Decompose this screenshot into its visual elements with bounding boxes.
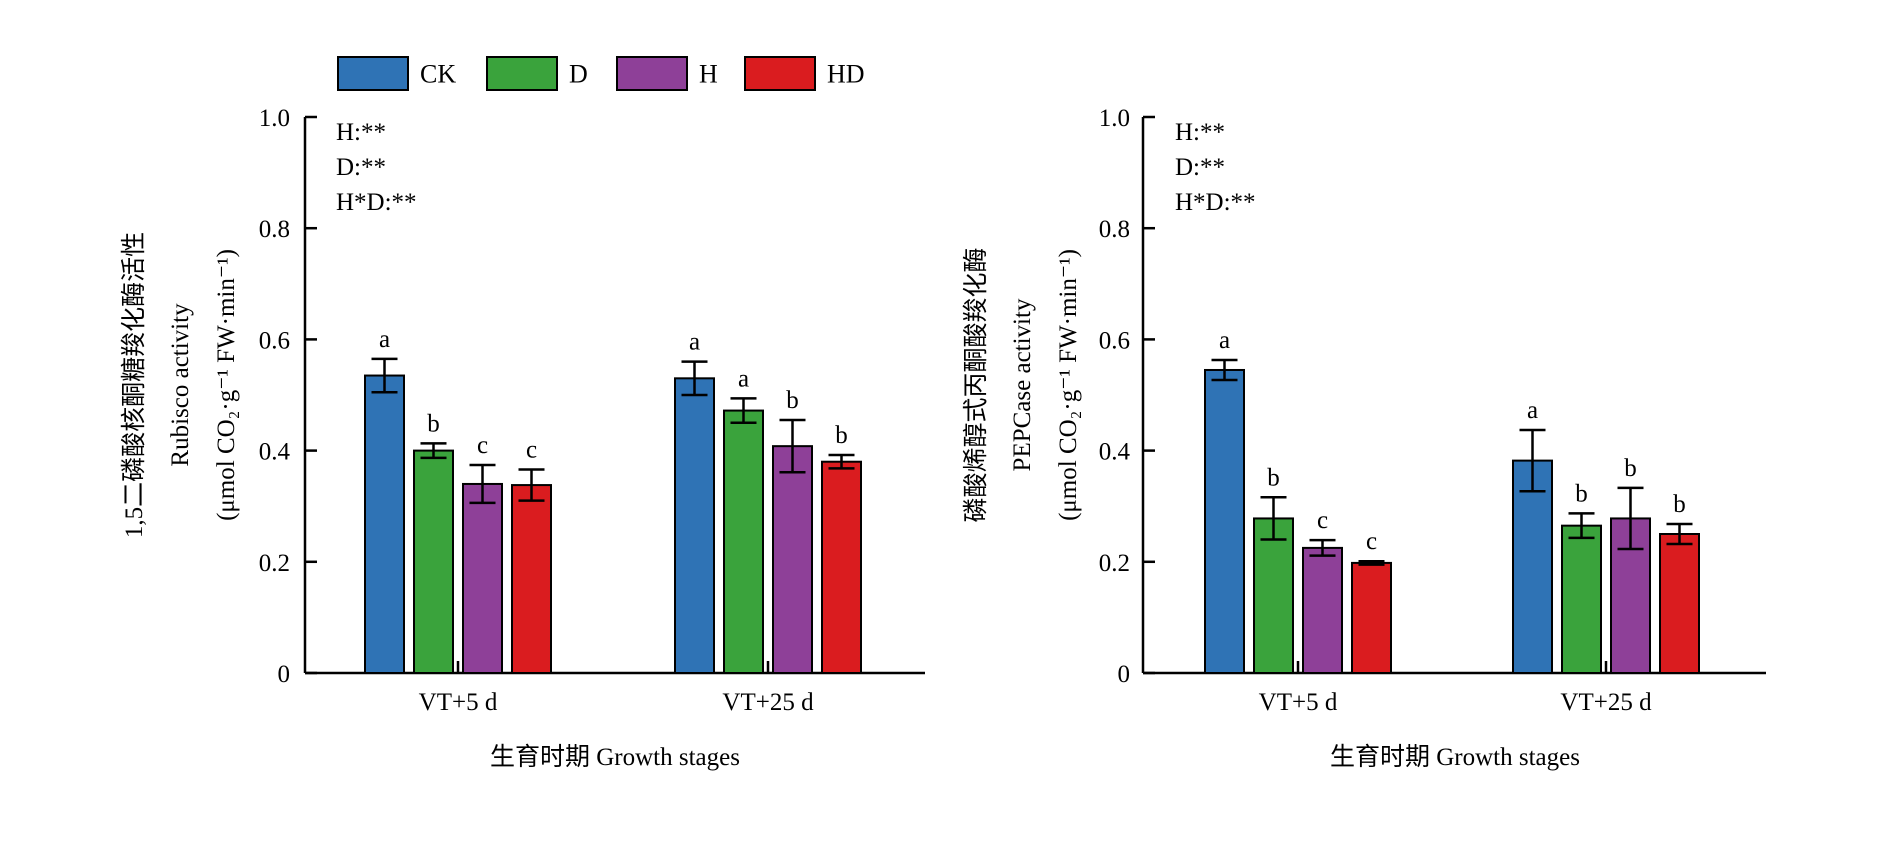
anova-annotation: D:** (1175, 154, 1225, 181)
bar-hd (1351, 561, 1392, 674)
y-tick-label: 0 (278, 661, 291, 688)
legend-swatch (616, 56, 688, 91)
anova-annotation: D:** (336, 154, 386, 181)
category-label: VT+5 d (1259, 689, 1338, 716)
y-tick-label: 0.4 (1099, 439, 1131, 466)
bar-h (1302, 546, 1343, 675)
y-axis-title-line: 磷酸烯醇式丙酮酸羧化酶 (962, 247, 990, 522)
y-tick-label: 1.0 (259, 105, 290, 132)
significance-letter: b (427, 410, 440, 437)
significance-letter: a (689, 329, 700, 356)
y-tick-label: 0.2 (259, 550, 290, 577)
bar-ck (1204, 368, 1245, 674)
anova-annotation: H:** (1175, 119, 1225, 146)
legend-item-d: D (486, 56, 588, 91)
significance-letter: a (1527, 397, 1538, 424)
y-tick-label: 0.8 (259, 216, 290, 243)
x-axis-title: 生育时期 Growth stages (1330, 743, 1580, 771)
legend-swatch (486, 56, 558, 91)
y-axis-title-line: PEPCase activity (1009, 298, 1036, 471)
legend-label: H (699, 60, 718, 89)
bar-h (462, 482, 503, 674)
y-tick-label: 0.8 (1099, 216, 1130, 243)
legend: CK D H HD (337, 56, 865, 91)
pepcase-chart: 0 0.2 0.4 0.6 0.8 1.0 a b c c VT+5 d a b b b VT+25 d 生育时… (962, 105, 1766, 771)
legend-item-ck: CK (337, 56, 456, 91)
y-axis-title-line: (μmol CO₂·g⁻¹ FW·min⁻¹) (1055, 249, 1082, 521)
category-label: VT+25 d (722, 689, 814, 716)
significance-letter: b (835, 422, 848, 449)
bar-ck (1512, 459, 1553, 674)
bar-hd (511, 484, 552, 674)
legend-swatch (337, 56, 409, 91)
bar-hd (821, 460, 862, 674)
significance-letter: c (477, 432, 488, 459)
significance-letter: b (786, 387, 799, 414)
category-label: VT+5 d (419, 689, 498, 716)
anova-annotation: H*D:** (1175, 189, 1256, 216)
y-tick-label: 0.4 (259, 439, 291, 466)
significance-letter: c (526, 437, 537, 464)
bar-d (413, 449, 454, 674)
y-tick-label: 1.0 (1099, 105, 1130, 132)
y-axis-title-line: (μmol CO₂·g⁻¹ FW·min⁻¹) (213, 249, 240, 521)
significance-letter: a (1219, 327, 1230, 354)
bar-d (1561, 524, 1602, 674)
significance-letter: b (1624, 455, 1637, 482)
legend-swatch (744, 56, 816, 91)
bar-ck (674, 377, 715, 674)
legend-item-hd: HD (744, 56, 865, 91)
significance-letter: b (1267, 464, 1280, 491)
significance-letter: a (738, 365, 749, 392)
legend-label: HD (827, 60, 865, 89)
legend-label: CK (420, 60, 456, 89)
y-axis-title-line: Rubisco activity (167, 303, 194, 467)
y-axis-title-line: 1,5二磷酸核酮糖羧化酶活性 (120, 232, 148, 538)
category-label: VT+25 d (1560, 689, 1652, 716)
anova-annotation: H:** (336, 119, 386, 146)
bar-hd (1659, 533, 1700, 674)
y-tick-label: 0.2 (1099, 550, 1130, 577)
bar-ck (364, 374, 405, 674)
legend-label: D (569, 60, 588, 89)
y-tick-label: 0.6 (259, 327, 290, 354)
legend-item-h: H (616, 56, 718, 91)
significance-letter: c (1317, 507, 1328, 534)
rubisco-chart: 0 0.2 0.4 0.6 0.8 1.0 a b c c VT+5 d a a b b VT+25 d 生育时… (120, 105, 925, 771)
x-axis-title: 生育时期 Growth stages (490, 743, 740, 771)
y-tick-label: 0 (1118, 661, 1131, 688)
significance-letter: b (1575, 480, 1588, 507)
significance-letter: c (1366, 528, 1377, 555)
significance-letter: a (379, 326, 390, 353)
anova-annotation: H*D:** (336, 189, 417, 216)
significance-letter: b (1673, 491, 1686, 518)
bar-h (772, 445, 813, 675)
bar-d (1253, 517, 1294, 674)
bar-d (723, 409, 764, 674)
y-tick-label: 0.6 (1099, 327, 1130, 354)
